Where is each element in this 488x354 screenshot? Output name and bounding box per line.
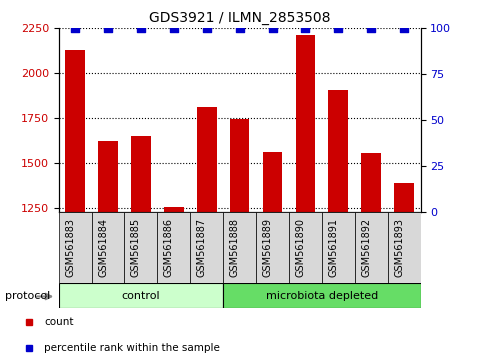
Bar	[98, 142, 118, 354]
Point	[366, 25, 374, 31]
Text: GSM561893: GSM561893	[393, 218, 403, 277]
Text: GSM561891: GSM561891	[327, 218, 338, 277]
Text: GSM561885: GSM561885	[131, 218, 141, 277]
Bar	[295, 35, 315, 354]
Bar	[65, 50, 85, 354]
Bar	[387, 212, 420, 283]
Text: GSM561886: GSM561886	[163, 218, 173, 277]
Bar	[197, 107, 216, 354]
Bar	[223, 212, 256, 283]
Bar	[190, 212, 223, 283]
Bar	[223, 283, 420, 308]
Text: GSM561883: GSM561883	[65, 218, 75, 277]
Bar	[157, 212, 190, 283]
Text: GSM561890: GSM561890	[295, 218, 305, 277]
Bar	[163, 207, 183, 354]
Point	[268, 25, 276, 31]
Title: GDS3921 / ILMN_2853508: GDS3921 / ILMN_2853508	[148, 11, 330, 24]
Bar	[328, 90, 347, 354]
Bar	[354, 212, 387, 283]
Text: GSM561889: GSM561889	[262, 218, 272, 277]
Text: protocol: protocol	[5, 291, 50, 301]
Text: percentile rank within the sample: percentile rank within the sample	[44, 343, 220, 353]
Point	[137, 25, 144, 31]
Bar	[321, 212, 354, 283]
Point	[71, 25, 79, 31]
Text: GSM561892: GSM561892	[361, 218, 370, 277]
Bar	[361, 153, 380, 354]
Bar	[91, 212, 124, 283]
Bar	[256, 212, 288, 283]
Bar	[59, 212, 91, 283]
Point	[203, 25, 210, 31]
Text: GSM561888: GSM561888	[229, 218, 239, 277]
Text: GSM561887: GSM561887	[196, 218, 206, 277]
Point	[235, 25, 243, 31]
Bar	[229, 119, 249, 354]
Bar	[393, 183, 413, 354]
Bar	[124, 212, 157, 283]
Point	[169, 25, 177, 31]
Bar	[59, 283, 223, 308]
Point	[334, 25, 342, 31]
Point	[104, 25, 112, 31]
Point	[399, 25, 407, 31]
Point	[301, 25, 309, 31]
Text: count: count	[44, 317, 74, 327]
Text: microbiota depleted: microbiota depleted	[265, 291, 377, 301]
Bar	[131, 136, 150, 354]
Text: control: control	[122, 291, 160, 301]
Bar	[288, 212, 321, 283]
Text: GSM561884: GSM561884	[98, 218, 108, 277]
Bar	[262, 152, 282, 354]
